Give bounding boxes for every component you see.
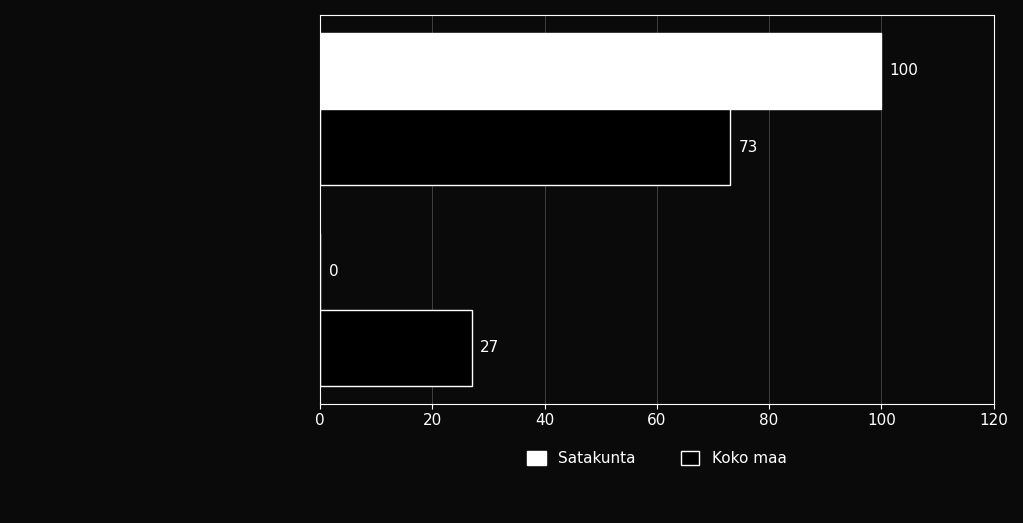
Bar xyxy=(320,310,472,386)
Text: 73: 73 xyxy=(739,140,758,155)
Text: 0: 0 xyxy=(328,264,339,279)
Legend: Satakunta, Koko maa: Satakunta, Koko maa xyxy=(520,444,794,474)
Bar xyxy=(320,32,882,109)
Text: 100: 100 xyxy=(890,63,919,78)
Bar xyxy=(320,109,729,185)
Text: 27: 27 xyxy=(480,340,499,356)
